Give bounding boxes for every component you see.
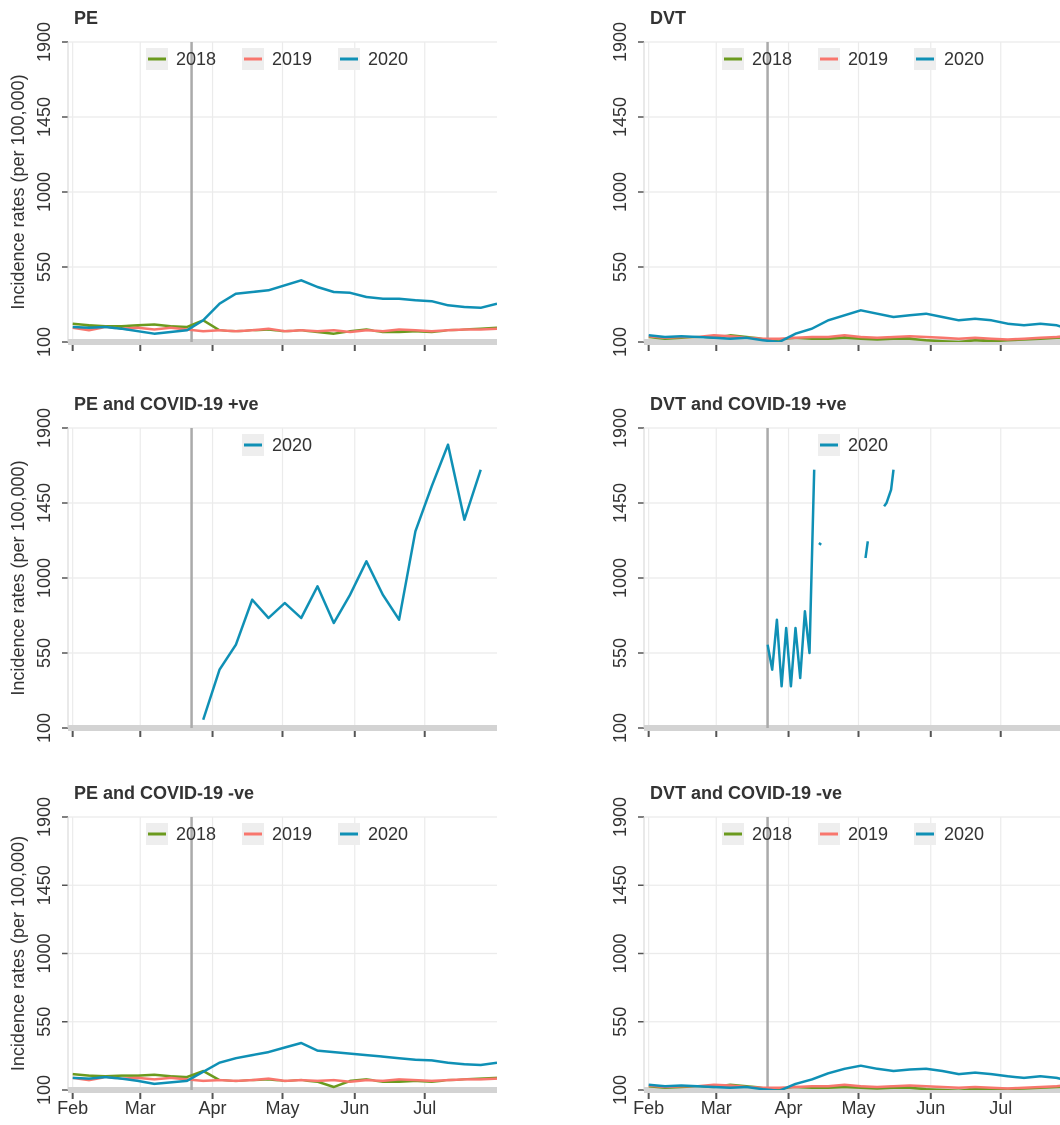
x-tick-label: Feb bbox=[633, 1098, 664, 1118]
y-tick-label: 550 bbox=[34, 638, 54, 668]
y-tick-label: 550 bbox=[34, 252, 54, 282]
y-tick-label: 1450 bbox=[610, 483, 630, 523]
legend-label: 2020 bbox=[368, 824, 408, 844]
panel-title: PE and COVID-19 +ve bbox=[74, 394, 259, 414]
legend-label: 2020 bbox=[368, 49, 408, 69]
y-tick-label: 1000 bbox=[34, 558, 54, 598]
y-tick-label: 550 bbox=[34, 1007, 54, 1037]
x-axis bbox=[644, 1087, 1060, 1093]
series-line bbox=[72, 1075, 497, 1083]
y-tick-label: 550 bbox=[610, 638, 630, 668]
x-tick-label: Mar bbox=[125, 1098, 156, 1118]
series-line bbox=[648, 309, 1060, 342]
x-tick-label: Apr bbox=[199, 1098, 227, 1118]
legend-label: 2019 bbox=[272, 824, 312, 844]
y-tick-label: 1000 bbox=[610, 558, 630, 598]
series-line bbox=[648, 1064, 1060, 1090]
y-tick-label: 550 bbox=[610, 252, 630, 282]
panel: 100 550 1000 1450 1900 DVT 2018 2019 2020 bbox=[610, 8, 1060, 357]
x-tick-label: Jul bbox=[413, 1098, 436, 1118]
series-line bbox=[648, 1083, 1060, 1090]
legend-label: 2019 bbox=[848, 824, 888, 844]
x-axis bbox=[68, 725, 497, 731]
series-line bbox=[72, 325, 497, 334]
series-line bbox=[766, 469, 895, 688]
x-axis bbox=[68, 1087, 497, 1093]
legend-label: 2020 bbox=[944, 824, 984, 844]
y-tick-label: 1450 bbox=[34, 483, 54, 523]
y-axis-label: Incidence rates (per 100,000) bbox=[8, 460, 28, 695]
panel-title: PE and COVID-19 -ve bbox=[74, 783, 254, 803]
x-axis bbox=[644, 339, 1060, 345]
legend-label: 2018 bbox=[176, 824, 216, 844]
panel: 100 550 1000 1450 1900 Feb Mar Apr May Jun Jul DVT … bbox=[610, 783, 1060, 1118]
y-tick-label: 100 bbox=[34, 713, 54, 743]
x-tick-label: Jun bbox=[916, 1098, 945, 1118]
legend-label: 2019 bbox=[272, 49, 312, 69]
y-tick-label: 550 bbox=[610, 1007, 630, 1037]
legend-label: 2018 bbox=[752, 49, 792, 69]
series-line bbox=[202, 443, 482, 721]
panel: 100 550 1000 1450 1900 DVT and COVID-19 +ve 20… bbox=[610, 394, 1060, 743]
y-tick-label: 100 bbox=[34, 327, 54, 357]
panel: 100 550 1000 1450 1900 Feb Mar Apr May Jun Jul PE a… bbox=[8, 783, 497, 1118]
panel-title: DVT bbox=[650, 8, 686, 28]
series-line bbox=[72, 1041, 497, 1086]
y-tick-label: 1900 bbox=[610, 22, 630, 62]
y-tick-label: 100 bbox=[610, 1075, 630, 1105]
y-tick-label: 100 bbox=[610, 713, 630, 743]
x-tick-label: Feb bbox=[57, 1098, 88, 1118]
y-tick-label: 1900 bbox=[610, 797, 630, 837]
y-tick-label: 1450 bbox=[610, 97, 630, 137]
series-line bbox=[72, 279, 497, 335]
y-tick-label: 1000 bbox=[34, 933, 54, 973]
panel-title: DVT and COVID-19 +ve bbox=[650, 394, 847, 414]
y-axis-label: Incidence rates (per 100,000) bbox=[8, 74, 28, 309]
x-tick-label: Jul bbox=[989, 1098, 1012, 1118]
x-axis bbox=[68, 339, 497, 345]
panel: 100 550 1000 1450 1900 PE and COVID-19 +ve Inc… bbox=[8, 394, 497, 743]
y-tick-label: 100 bbox=[610, 327, 630, 357]
y-tick-label: 1000 bbox=[610, 172, 630, 212]
legend-label: 2020 bbox=[944, 49, 984, 69]
y-tick-label: 1900 bbox=[34, 22, 54, 62]
y-tick-label: 1450 bbox=[34, 865, 54, 905]
x-tick-label: May bbox=[841, 1098, 875, 1118]
y-axis-label: Incidence rates (per 100,000) bbox=[8, 836, 28, 1071]
x-tick-label: Apr bbox=[775, 1098, 803, 1118]
legend-label: 2019 bbox=[848, 49, 888, 69]
y-tick-label: 1900 bbox=[34, 408, 54, 448]
legend-label: 2018 bbox=[752, 824, 792, 844]
y-tick-label: 1000 bbox=[34, 172, 54, 212]
x-tick-label: Jun bbox=[340, 1098, 369, 1118]
x-tick-label: Mar bbox=[701, 1098, 732, 1118]
y-tick-label: 1450 bbox=[610, 865, 630, 905]
panel-title: PE bbox=[74, 8, 98, 28]
x-tick-label: May bbox=[265, 1098, 299, 1118]
panel-title: DVT and COVID-19 -ve bbox=[650, 783, 842, 803]
panel: 100 550 1000 1450 1900 PE Incidence rates (per… bbox=[8, 8, 497, 357]
y-tick-label: 1900 bbox=[610, 408, 630, 448]
y-tick-label: 1450 bbox=[34, 97, 54, 137]
series-line bbox=[648, 334, 1060, 341]
legend-label: 2018 bbox=[176, 49, 216, 69]
y-tick-label: 100 bbox=[34, 1075, 54, 1105]
y-tick-label: 1900 bbox=[34, 797, 54, 837]
legend-label: 2020 bbox=[272, 435, 312, 455]
y-tick-label: 1000 bbox=[610, 933, 630, 973]
x-axis bbox=[644, 725, 1060, 731]
legend-label: 2020 bbox=[848, 435, 888, 455]
